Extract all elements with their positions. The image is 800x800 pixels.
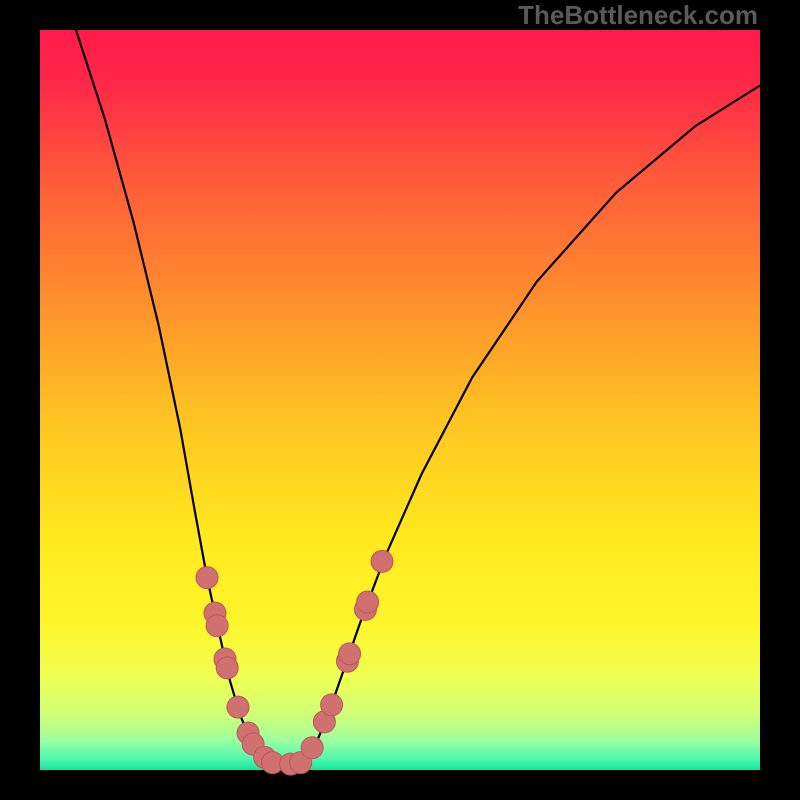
data-marker [339, 643, 361, 665]
bottleneck-curve [76, 30, 760, 764]
plot-area [40, 30, 760, 770]
curve-layer [40, 30, 760, 770]
data-marker [227, 696, 249, 718]
data-marker [196, 567, 218, 589]
marker-group [196, 550, 393, 775]
data-marker [357, 591, 379, 613]
data-marker [371, 550, 393, 572]
watermark-text: TheBottleneck.com [518, 0, 758, 31]
data-marker [206, 615, 228, 637]
data-marker [216, 657, 238, 679]
data-marker [321, 694, 343, 716]
data-marker [301, 737, 323, 759]
chart-container: TheBottleneck.com [0, 0, 800, 800]
